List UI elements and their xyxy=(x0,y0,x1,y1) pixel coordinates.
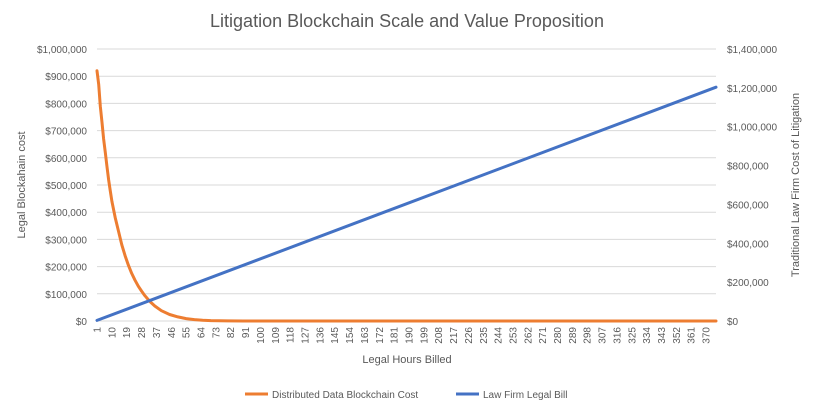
x-tick-label: 262 xyxy=(523,327,534,344)
x-tick-label: 55 xyxy=(182,327,193,339)
right-tick-label: $0 xyxy=(727,317,739,328)
x-tick-label: 343 xyxy=(657,327,668,344)
left-tick-label: $600,000 xyxy=(45,154,87,165)
legend-label-law-firm: Law Firm Legal Bill xyxy=(483,390,567,401)
right-tick-label: $800,000 xyxy=(727,162,769,173)
x-tick-label: 37 xyxy=(152,327,163,339)
chart-title: Litigation Blockchain Scale and Value Pr… xyxy=(210,11,604,31)
left-axis-title: Legal Blockahain cost xyxy=(16,131,28,238)
x-tick-label: 145 xyxy=(330,327,341,344)
x-tick-label: 181 xyxy=(390,327,401,344)
x-tick-label: 217 xyxy=(449,327,460,344)
x-tick-label: 163 xyxy=(360,327,371,344)
x-axis-title: Legal Hours Billed xyxy=(362,354,451,366)
legend: Distributed Data Blockchain Cost Law Fir… xyxy=(245,390,567,401)
x-tick-label: 289 xyxy=(568,327,579,344)
x-tick-label: 136 xyxy=(315,327,326,344)
gridlines xyxy=(97,48,716,322)
x-tick-label: 118 xyxy=(286,327,297,343)
x-tick-label: 226 xyxy=(464,327,475,344)
x-tick-label: 253 xyxy=(508,327,519,344)
x-tick-label: 298 xyxy=(583,327,594,344)
x-axis-ticks: 1 10 19 28 37 46 55 64 73 82 91 100 109 118 127 136 145 1… xyxy=(93,327,713,344)
right-axis-ticks: $0 $200,000 $400,000 $600,000 $800,000 $1,000… xyxy=(727,45,777,328)
x-tick-label: 28 xyxy=(137,327,148,339)
left-tick-label: $200,000 xyxy=(45,263,87,274)
x-tick-label: 370 xyxy=(702,327,713,344)
x-tick-label: 19 xyxy=(122,327,133,339)
x-tick-label: 190 xyxy=(404,327,415,344)
x-tick-label: 199 xyxy=(419,327,430,344)
series-group xyxy=(95,69,718,323)
x-tick-label: 82 xyxy=(226,327,237,339)
left-tick-label: $0 xyxy=(76,317,88,328)
left-tick-label: $800,000 xyxy=(45,99,87,110)
right-tick-label: $1,400,000 xyxy=(727,45,777,56)
left-axis-ticks: $0 $100,000 $200,000 $300,000 $400,000 $500,0… xyxy=(37,45,87,328)
x-tick-label: 244 xyxy=(494,327,505,344)
x-tick-label: 64 xyxy=(196,327,207,339)
x-tick-label: 334 xyxy=(642,327,653,344)
legend-label-blockchain: Distributed Data Blockchain Cost xyxy=(272,390,418,401)
x-tick-label: 172 xyxy=(375,327,386,344)
right-tick-label: $200,000 xyxy=(727,278,769,289)
x-tick-label: 271 xyxy=(538,327,549,344)
x-tick-label: 91 xyxy=(241,327,252,339)
x-tick-label: 154 xyxy=(345,327,356,344)
right-tick-label: $1,200,000 xyxy=(727,84,777,95)
x-tick-label: 361 xyxy=(687,327,698,344)
right-tick-label: $400,000 xyxy=(727,239,769,250)
x-tick-label: 307 xyxy=(598,327,609,344)
left-tick-label: $700,000 xyxy=(45,127,87,138)
x-tick-label: 100 xyxy=(256,327,267,344)
series-line-0 xyxy=(95,69,718,323)
x-tick-label: 325 xyxy=(627,327,638,344)
right-tick-label: $600,000 xyxy=(727,200,769,211)
x-tick-label: 10 xyxy=(107,327,118,339)
x-tick-label: 127 xyxy=(300,327,311,344)
left-tick-label: $400,000 xyxy=(45,208,87,219)
x-tick-label: 46 xyxy=(167,327,178,339)
x-tick-label: 208 xyxy=(434,327,445,344)
x-tick-label: 1 xyxy=(93,327,104,333)
left-tick-label: $1,000,000 xyxy=(37,45,87,56)
series-line-1 xyxy=(95,85,718,322)
x-tick-label: 316 xyxy=(612,327,623,344)
right-tick-label: $1,000,000 xyxy=(727,123,777,134)
left-tick-label: $100,000 xyxy=(45,290,87,301)
left-tick-label: $500,000 xyxy=(45,181,87,192)
left-tick-label: $900,000 xyxy=(45,72,87,83)
left-tick-label: $300,000 xyxy=(45,235,87,246)
x-tick-label: 235 xyxy=(479,327,490,344)
x-tick-label: 280 xyxy=(553,327,564,344)
x-tick-label: 73 xyxy=(211,327,222,339)
right-axis-title: Traditional Law Firm Cost of Litigation xyxy=(790,93,802,277)
x-tick-label: 352 xyxy=(672,327,683,344)
x-tick-label: 109 xyxy=(271,327,282,344)
